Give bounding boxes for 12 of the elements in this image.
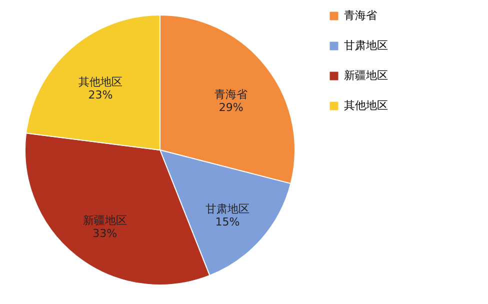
data-label: 15% (215, 216, 240, 229)
legend-label: 其他地区 (344, 99, 388, 112)
legend-label: 甘肃地区 (344, 39, 388, 52)
data-label: 29% (218, 100, 244, 114)
slice-label: 青海省 (214, 88, 248, 101)
legend-label: 新疆地区 (344, 69, 388, 82)
slice-label: 其他地区 (78, 75, 122, 88)
data-label: 23% (88, 88, 113, 102)
data-label: 33% (92, 227, 118, 240)
legend-label: 青海省 (344, 9, 377, 22)
slice-label: 甘肃地区 (206, 202, 250, 216)
slice-label: 新疆地区 (82, 214, 127, 228)
